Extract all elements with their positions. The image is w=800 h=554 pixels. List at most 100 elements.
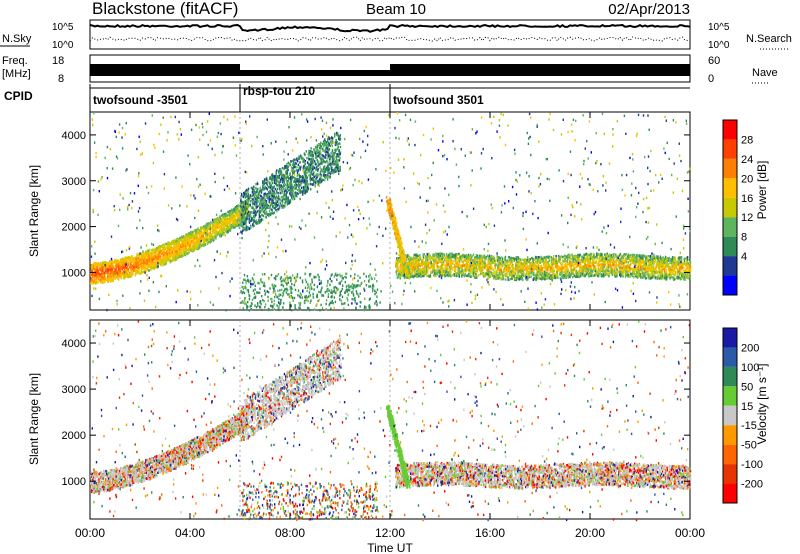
echo-point — [148, 270, 149, 272]
echo-point — [638, 264, 639, 266]
power-scatter — [90, 112, 691, 312]
echo-point — [101, 268, 102, 270]
echo-point — [204, 225, 205, 227]
echo-point — [162, 258, 163, 260]
echo-point — [571, 258, 572, 260]
echo-point — [507, 279, 508, 281]
echo-point — [206, 231, 207, 233]
echo-point — [202, 226, 203, 228]
echo-point — [168, 259, 169, 261]
echo-point — [142, 267, 143, 269]
echo-point — [116, 264, 117, 266]
plot-title-right: 02/Apr/2013 — [608, 1, 690, 18]
echo-point — [171, 243, 172, 245]
echo-point — [537, 271, 538, 273]
echo-point — [207, 236, 208, 238]
echo-point — [160, 264, 161, 266]
echo-point — [131, 255, 132, 257]
echo-point — [676, 277, 677, 279]
nsearch-tick-top: 10^5 — [708, 22, 730, 33]
echo-point — [148, 262, 149, 264]
echo-point — [488, 277, 489, 279]
echo-point — [236, 210, 237, 212]
echo-point — [511, 271, 512, 273]
echo-point — [138, 271, 139, 273]
echo-point — [172, 240, 173, 242]
echo-point — [626, 271, 627, 273]
cpid-label: CPID — [4, 89, 33, 103]
echo-point — [183, 255, 184, 257]
echo-point — [486, 257, 487, 259]
freq-label-1: Freq. — [2, 55, 28, 67]
echo-point — [462, 254, 463, 256]
echo-point — [159, 258, 160, 260]
echo-point — [96, 282, 97, 284]
echo-point — [205, 235, 206, 237]
echo-point — [128, 264, 129, 266]
echo-point — [112, 271, 113, 273]
echo-point — [149, 249, 150, 251]
echo-point — [173, 246, 174, 248]
echo-point — [407, 256, 408, 258]
echo-point — [143, 259, 144, 261]
echo-point — [128, 269, 129, 271]
echo-point — [154, 263, 155, 265]
echo-point — [645, 272, 646, 274]
echo-point — [179, 256, 180, 258]
echo-point — [94, 273, 95, 275]
echo-point — [230, 217, 231, 219]
echo-point — [205, 238, 206, 240]
echo-point — [100, 262, 101, 264]
nsearch-label: N.Search — [746, 33, 792, 45]
echo-point — [189, 241, 190, 243]
echo-point — [599, 257, 600, 259]
nave-label: Nave — [752, 67, 778, 79]
echo-point — [96, 279, 97, 281]
echo-point — [216, 226, 217, 228]
echo-point — [597, 253, 598, 255]
echo-point — [180, 239, 181, 241]
echo-point — [112, 261, 113, 263]
echo-point — [200, 246, 201, 248]
echo-point — [564, 266, 565, 268]
echo-point — [133, 259, 134, 261]
echo-point — [234, 221, 235, 223]
echo-point — [111, 263, 112, 265]
echo-point — [164, 258, 165, 260]
echo-point — [171, 246, 172, 248]
echo-point — [162, 252, 163, 254]
echo-point — [650, 275, 651, 277]
echo-point — [219, 221, 220, 223]
echo-point — [98, 281, 99, 283]
echo-point — [194, 245, 195, 247]
echo-point — [97, 270, 98, 272]
echo-point — [132, 261, 133, 263]
echo-point — [121, 272, 122, 274]
echo-point — [196, 239, 197, 241]
echo-point — [146, 252, 147, 254]
echo-point — [234, 224, 235, 226]
echo-point — [129, 273, 130, 275]
nave-tick-bottom: 0 — [708, 73, 714, 85]
echo-point — [229, 217, 230, 219]
echo-point — [227, 214, 228, 216]
echo-point — [208, 228, 209, 230]
echo-point — [192, 241, 193, 243]
echo-point — [153, 261, 154, 263]
echo-point — [148, 250, 149, 252]
echo-point — [220, 234, 221, 236]
echo-point — [202, 237, 203, 239]
echo-point — [228, 226, 229, 228]
echo-point — [136, 269, 137, 271]
echo-point — [211, 227, 212, 229]
echo-point — [152, 252, 153, 254]
echo-point — [623, 260, 624, 262]
echo-point — [187, 242, 188, 244]
echo-point — [478, 274, 479, 276]
echo-point — [417, 257, 418, 259]
echo-point — [91, 278, 92, 280]
echo-point — [104, 272, 105, 274]
echo-point — [97, 264, 98, 266]
echo-point — [225, 228, 226, 230]
echo-point — [446, 253, 447, 255]
